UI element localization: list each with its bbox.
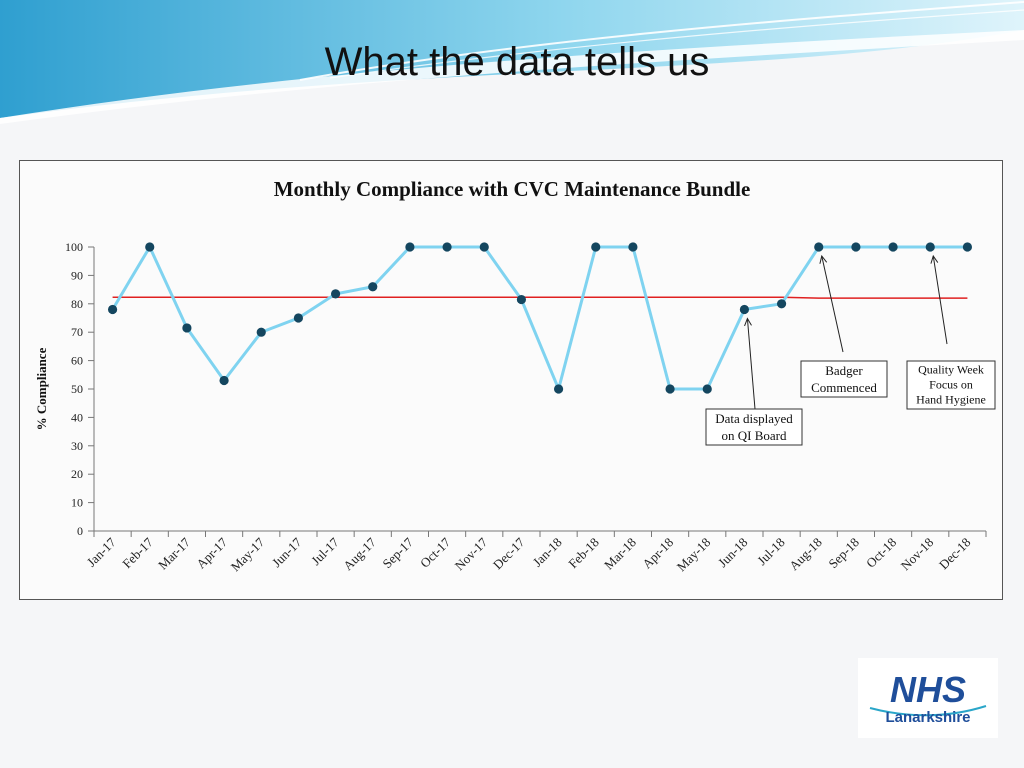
annotation-arrow-head xyxy=(744,317,752,327)
data-point xyxy=(591,242,601,252)
annotation-arrow-head xyxy=(819,254,828,264)
annotation-label: Quality Week xyxy=(918,363,984,377)
y-tick-label: 20 xyxy=(71,467,83,481)
y-tick-label: 0 xyxy=(77,524,83,538)
annotation-label: on QI Board xyxy=(722,428,787,443)
data-point xyxy=(962,242,973,252)
series-layer xyxy=(107,242,973,394)
y-tick-label: 60 xyxy=(71,354,83,368)
annotation-label: Hand Hygiene xyxy=(916,393,986,407)
data-point xyxy=(628,242,638,252)
y-tick-label: 10 xyxy=(71,496,83,510)
chart-axes: 0 10 20 30 40 50 60 70 80 90 100 Jan-17 Feb-17 Mar-17… xyxy=(65,240,987,575)
annotation-label: Badger xyxy=(825,363,863,378)
x-tick-label: Jun-18 xyxy=(715,535,751,571)
x-tick-label: Feb-18 xyxy=(565,535,602,572)
annotation-label: Data displayed xyxy=(715,411,793,426)
annotation-arrow-line xyxy=(821,255,844,353)
annotation-box xyxy=(906,360,996,410)
x-tick-label: Jan-17 xyxy=(84,534,119,569)
data-point xyxy=(553,384,564,394)
x-tick-label: Dec-17 xyxy=(490,534,528,572)
data-point xyxy=(814,242,824,252)
data-point xyxy=(442,242,452,252)
data-point xyxy=(256,327,266,337)
data-point xyxy=(665,384,675,394)
data-point xyxy=(739,304,750,315)
chart-frame: Monthly Compliance with CVC Maintenance … xyxy=(19,160,1003,600)
annotation-arrow-line xyxy=(746,318,756,410)
data-point xyxy=(925,242,935,252)
annotation-layer: Data displayed on QI Board Badger Commenced… xyxy=(705,254,996,446)
data-point xyxy=(888,242,898,252)
x-tick-label: Sep-18 xyxy=(825,535,862,572)
data-point xyxy=(219,375,229,386)
x-tick-label: Oct-18 xyxy=(863,535,899,571)
annotation-label: Focus on xyxy=(929,378,973,392)
x-tick-label: Jun-17 xyxy=(269,534,305,570)
x-tick-label: Jan-18 xyxy=(530,535,565,570)
y-axis-label: % Compliance xyxy=(34,347,49,430)
annotation-arrow-head xyxy=(930,254,939,264)
x-tick-label: May-18 xyxy=(674,535,714,575)
y-tick-label: 30 xyxy=(71,439,83,453)
data-point xyxy=(405,242,415,252)
nhs-logo-badge: NHS xyxy=(890,669,966,710)
data-point xyxy=(479,242,489,252)
x-tick-label: Jul-17 xyxy=(308,534,342,568)
annotation-box xyxy=(705,408,803,446)
x-tick-label: Aug-18 xyxy=(786,535,825,574)
series-line xyxy=(111,243,968,394)
x-tick-label: Sep-17 xyxy=(379,534,416,571)
x-tick-label: Oct-17 xyxy=(417,534,453,570)
x-tick-label: Aug-17 xyxy=(340,534,379,573)
annotation-label: Commenced xyxy=(811,380,877,395)
slide-title: What the data tells us xyxy=(324,40,710,84)
x-tick-label: Feb-17 xyxy=(119,534,156,571)
compliance-chart: Monthly Compliance with CVC Maintenance … xyxy=(34,177,996,575)
data-point xyxy=(368,282,378,292)
chart-title: Monthly Compliance with CVC Maintenance … xyxy=(274,177,751,201)
data-point xyxy=(293,313,304,323)
x-tick-label: Apr-18 xyxy=(639,535,676,572)
nhs-lanarkshire-logo: NHS Lanarkshire xyxy=(858,658,998,738)
x-tick-label: Jul-18 xyxy=(754,535,788,569)
x-tick-label: Apr-17 xyxy=(193,534,230,571)
annotation-arrow-line xyxy=(932,255,948,345)
annotation-box xyxy=(800,360,888,398)
data-point xyxy=(330,289,341,299)
median-layer xyxy=(112,296,968,299)
x-tick-label: Mar-18 xyxy=(601,535,639,573)
data-point xyxy=(776,299,787,309)
nhs-logo-name: Lanarkshire xyxy=(885,709,970,726)
y-tick-label: 50 xyxy=(71,382,83,396)
x-tick-label: Nov-18 xyxy=(898,535,937,574)
x-tick-label: Nov-17 xyxy=(452,534,491,573)
data-point xyxy=(851,242,861,252)
y-tick-label: 90 xyxy=(71,268,83,282)
y-tick-label: 100 xyxy=(65,240,83,254)
data-point xyxy=(107,304,118,315)
x-tick-label: Mar-17 xyxy=(155,534,193,572)
data-point xyxy=(702,384,712,394)
x-tick-label: May-17 xyxy=(228,534,268,574)
data-point xyxy=(182,323,192,333)
y-tick-label: 70 xyxy=(71,325,83,339)
y-tick-label: 40 xyxy=(71,410,83,424)
x-tick-label: Dec-18 xyxy=(936,535,974,573)
y-tick-label: 80 xyxy=(71,297,83,311)
median-line xyxy=(112,296,968,299)
data-point xyxy=(145,242,155,252)
data-point xyxy=(516,294,527,305)
